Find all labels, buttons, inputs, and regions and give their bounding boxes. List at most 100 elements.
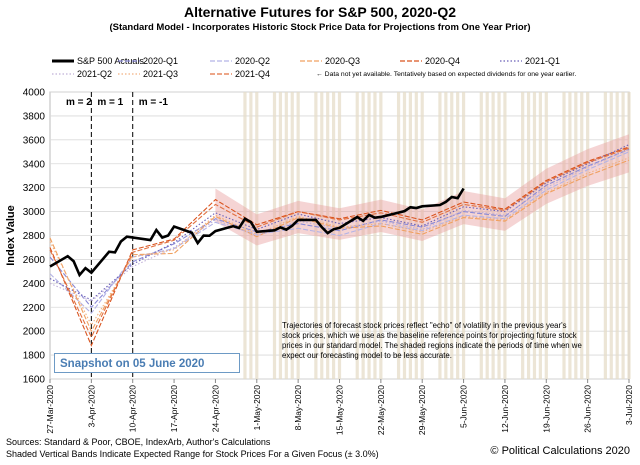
shaded-band: [402, 92, 407, 379]
y-tick-label: 3200: [23, 183, 46, 194]
series-line: [49, 151, 630, 315]
shaded-band: [580, 92, 584, 379]
shaded-band: [314, 92, 318, 379]
copyright: © Political Calculations 2020: [490, 445, 630, 457]
x-tick-label: 10-Apr-2020: [128, 385, 138, 433]
y-tick-label: 3600: [23, 135, 46, 146]
shaded-band: [479, 92, 483, 379]
expected-range-band: [215, 134, 629, 246]
shaded-band: [438, 92, 442, 379]
y-tick-label: 2800: [23, 231, 46, 242]
legend-label: 2021-Q2: [77, 69, 112, 79]
x-tick-label: 24-Apr-2020: [210, 385, 220, 433]
shaded-band: [532, 92, 537, 379]
shaded-band: [497, 92, 501, 379]
shaded-band: [284, 92, 288, 379]
marker-label: m = 2: [66, 97, 92, 108]
x-tick-label: 5-Jun-2020: [459, 385, 469, 428]
shaded-band: [603, 92, 607, 379]
y-tick-label: 3400: [23, 159, 46, 170]
y-tick-label: 2600: [23, 255, 46, 266]
shaded-band: [367, 92, 371, 379]
legend-label: 2021-Q1: [525, 56, 560, 66]
x-tick-label: 3-Jul-2020: [624, 385, 634, 425]
shaded-band: [444, 92, 448, 379]
series-line: [49, 147, 630, 339]
x-tick-label: 26-Jun-2020: [583, 385, 593, 433]
shaded-band: [526, 92, 531, 379]
chart-subtitle: (Standard Model - Incorporates Historic …: [109, 22, 531, 33]
y-tick-label: 4000: [23, 88, 46, 99]
y-tick-label: 2400: [23, 279, 46, 290]
series-line: [49, 144, 630, 301]
source-note: Sources: Standard & Poor, CBOE, IndexArb…: [6, 437, 271, 447]
marker-label: m = -1: [139, 97, 169, 108]
shaded-band: [396, 92, 401, 379]
shaded-band: [461, 92, 466, 379]
legend-label: 2021-Q3: [143, 69, 178, 79]
shaded-band: [568, 92, 572, 379]
shaded-band: [331, 92, 336, 379]
x-tick-label: 22-May-2020: [376, 385, 386, 435]
legend-label: 2020-Q1: [143, 56, 178, 66]
y-tick-label: 3800: [23, 111, 46, 122]
x-tick-label: 1-May-2020: [252, 385, 262, 431]
shaded-band: [320, 92, 324, 379]
shaded-band: [373, 92, 377, 379]
shaded-band: [278, 92, 283, 379]
shaded-band: [296, 92, 300, 379]
shaded-band: [355, 92, 359, 379]
shaded-band: [326, 92, 330, 379]
y-tick-label: 3000: [23, 207, 46, 218]
shaded-band: [544, 92, 548, 379]
y-tick-label: 1800: [23, 351, 46, 362]
legend-label: 2021-Q4: [235, 69, 270, 79]
x-tick-label: 15-May-2020: [335, 385, 345, 435]
shaded-band: [379, 92, 383, 379]
annotation-text: Trajectories of forecast stock prices re…: [282, 321, 582, 360]
shaded-band: [414, 92, 418, 379]
shaded-band: [621, 92, 625, 379]
x-tick-label: 27-Mar-2020: [45, 385, 55, 434]
x-tick-label: 8-May-2020: [293, 385, 303, 431]
series-line: [49, 187, 465, 278]
shaded-band: [538, 92, 542, 379]
legend-label: 2020-Q2: [235, 56, 270, 66]
shaded-band: [562, 92, 566, 379]
shaded-band: [503, 92, 507, 379]
shaded-band: [485, 92, 489, 379]
shaded-band: [615, 92, 619, 379]
series-line: [49, 146, 630, 347]
y-tick-label: 2000: [23, 327, 46, 338]
shading-note: Shaded Vertical Bands Indicate Expected …: [6, 449, 379, 459]
shaded-band: [243, 92, 247, 379]
shaded-band: [627, 92, 631, 379]
x-tick-label: 3-Apr-2020: [86, 385, 96, 428]
shaded-band: [586, 92, 590, 379]
shaded-band: [609, 92, 613, 379]
x-tick-label: 19-Jun-2020: [541, 385, 551, 433]
legend-label: 2020-Q3: [325, 56, 360, 66]
y-tick-label: 2200: [23, 303, 46, 314]
series-line: [49, 148, 630, 309]
x-tick-label: 12-Jun-2020: [500, 385, 510, 433]
shaded-band: [272, 92, 277, 379]
x-tick-label: 17-Apr-2020: [169, 385, 179, 433]
shaded-band: [450, 92, 454, 379]
shaded-band: [361, 92, 365, 379]
snapshot-label: Snapshot on 05 June 2020: [54, 353, 240, 373]
legend-label: 2020-Q4: [425, 56, 460, 66]
y-axis-label: Index Value: [5, 205, 17, 266]
shaded-band: [408, 92, 412, 379]
shaded-band: [574, 92, 578, 379]
shaded-band: [290, 92, 294, 379]
marker-label: m = 1: [97, 97, 123, 108]
legend-note: ← Data not yet available. Tentatively ba…: [316, 71, 577, 78]
series-line: [49, 148, 630, 302]
chart-title: Alternative Futures for S&P 500, 2020-Q2: [183, 4, 457, 20]
shaded-band: [521, 92, 525, 379]
legend-label: S&P 500 Actuals: [77, 56, 144, 66]
shaded-band: [491, 92, 495, 379]
